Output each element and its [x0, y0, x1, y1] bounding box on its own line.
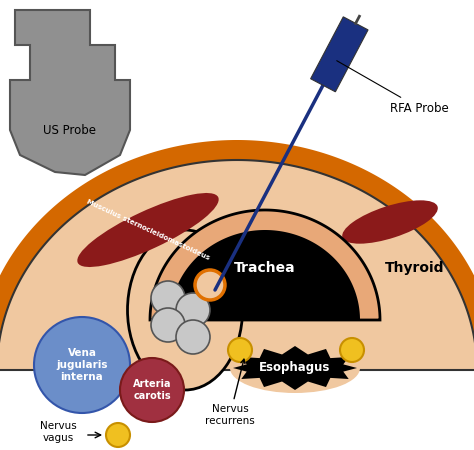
Text: Vena
jugularis
interna: Vena jugularis interna	[56, 348, 108, 382]
Text: Nervus
recurrens: Nervus recurrens	[205, 359, 255, 426]
Text: Nervus
vagus: Nervus vagus	[40, 421, 76, 443]
Circle shape	[176, 320, 210, 354]
Ellipse shape	[77, 193, 219, 267]
Text: Arteria
carotis: Arteria carotis	[133, 379, 171, 401]
Circle shape	[151, 308, 185, 342]
Text: US Probe: US Probe	[44, 123, 97, 136]
Polygon shape	[170, 230, 360, 320]
Text: RFA Probe: RFA Probe	[337, 61, 449, 114]
Polygon shape	[0, 160, 474, 370]
Text: Musculus sternocleidomastoideus: Musculus sternocleidomastoideus	[85, 199, 210, 261]
Circle shape	[34, 317, 130, 413]
Text: Esophagus: Esophagus	[259, 361, 331, 374]
Polygon shape	[310, 17, 368, 92]
Ellipse shape	[342, 200, 438, 244]
Circle shape	[340, 338, 364, 362]
Circle shape	[228, 338, 252, 362]
Polygon shape	[233, 346, 357, 390]
Circle shape	[120, 358, 184, 422]
Text: Trachea: Trachea	[234, 261, 296, 275]
Polygon shape	[150, 210, 380, 320]
Circle shape	[176, 293, 210, 327]
Circle shape	[195, 270, 225, 300]
Circle shape	[106, 423, 130, 447]
Ellipse shape	[230, 343, 360, 393]
Text: Thyroid: Thyroid	[385, 261, 445, 275]
Ellipse shape	[128, 230, 243, 390]
Polygon shape	[0, 140, 474, 370]
Polygon shape	[10, 10, 130, 175]
Circle shape	[151, 281, 185, 315]
